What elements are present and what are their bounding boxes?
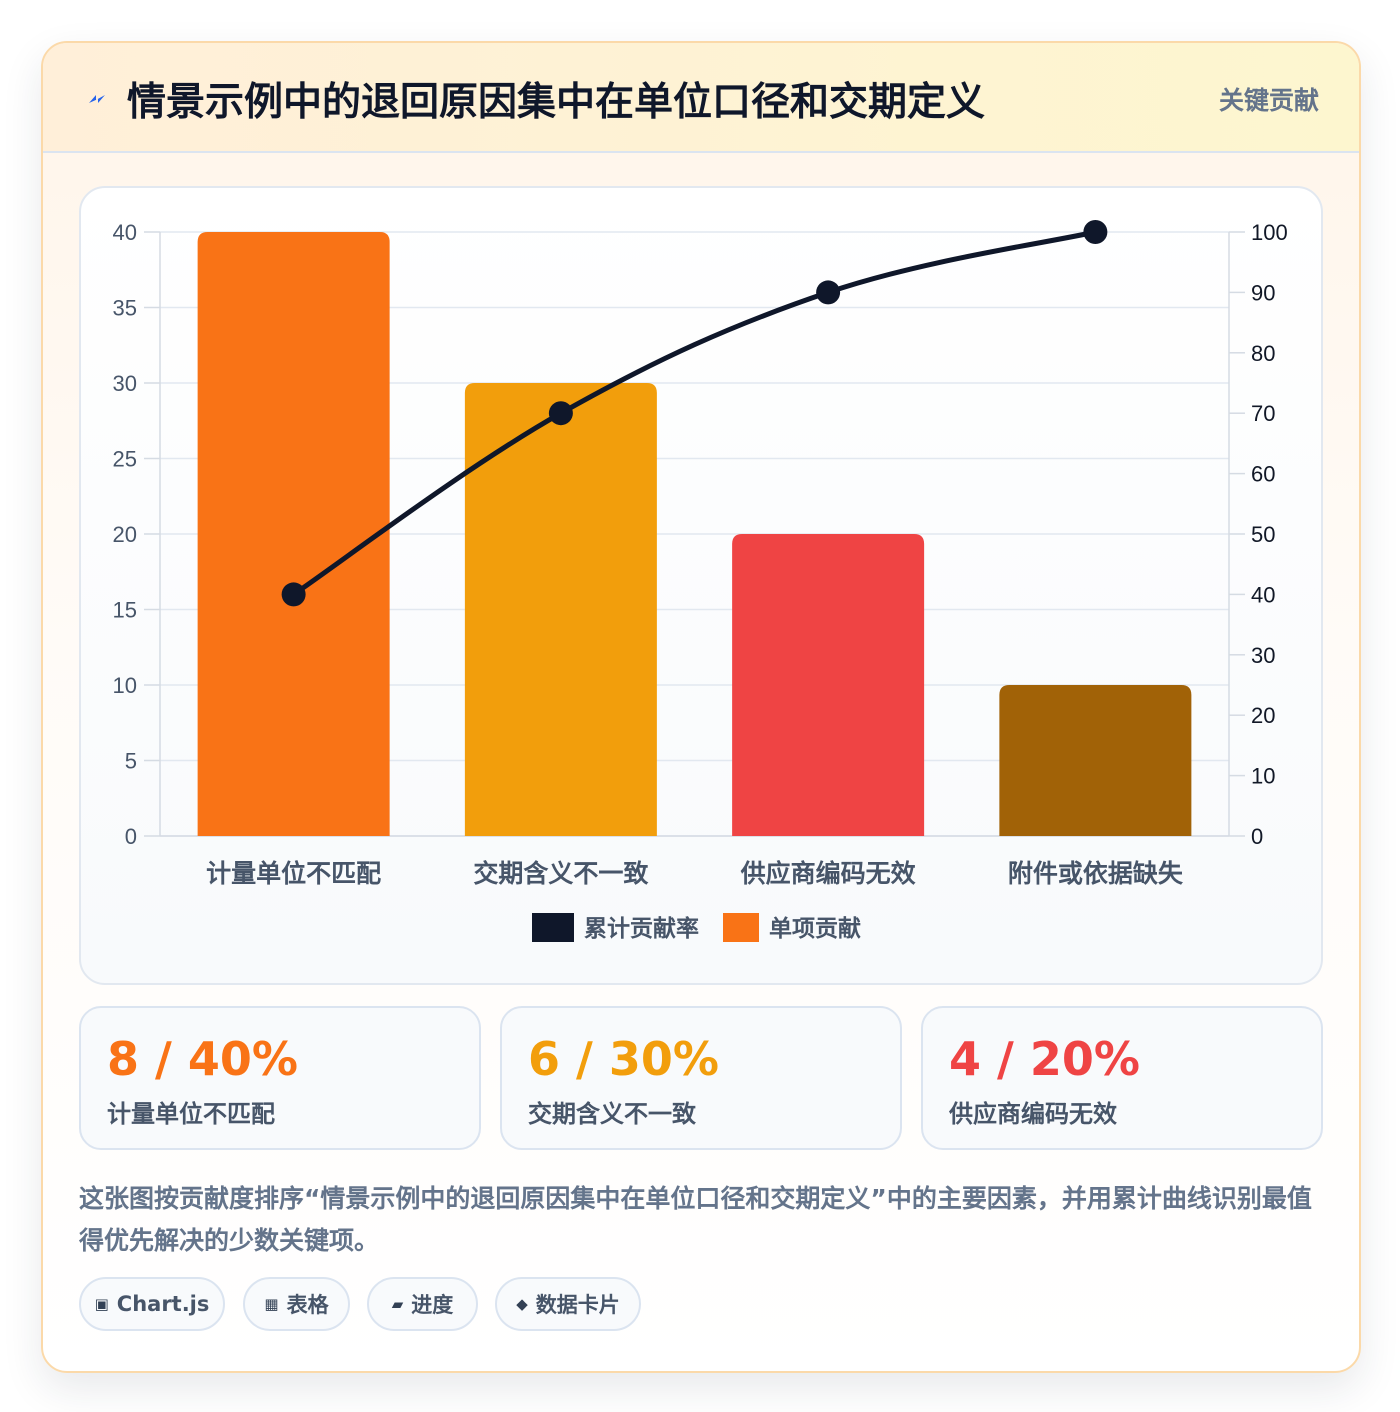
- tag-label: Chart.js: [116, 1292, 210, 1316]
- x-tick-label: 附件或依据缺失: [1008, 859, 1184, 888]
- page-title: 情景示例中的退回原因集中在单位口径和交期定义: [127, 80, 986, 125]
- stat-value: 6 / 30%: [528, 1032, 719, 1086]
- bar: [999, 685, 1192, 836]
- cumulative-line: [292, 229, 1096, 597]
- tag-table[interactable]: ▦ 表格: [243, 1277, 350, 1331]
- cumulative-point: [548, 401, 573, 426]
- x-tick-label: 供应商编码无效: [740, 859, 916, 888]
- y-left-tick-label: 0: [125, 824, 137, 849]
- y-right-tick-label: 0: [1251, 824, 1263, 849]
- x-tick-label: 计量单位不匹配: [206, 859, 381, 888]
- stat-value: 4 / 20%: [949, 1032, 1140, 1086]
- stat-label: 交期含义不一致: [528, 1100, 696, 1128]
- stat-card-3: 4 / 20% 供应商编码无效: [921, 1006, 1323, 1150]
- y-left-tick-label: 20: [113, 522, 137, 547]
- bar: [197, 232, 390, 836]
- tag-progress[interactable]: ▰ 进度: [367, 1277, 478, 1331]
- y-right-tick-label: 10: [1251, 764, 1275, 789]
- y-left-tick-label: 35: [113, 296, 137, 321]
- y-right-tick-label: 70: [1251, 401, 1275, 426]
- progress-icon: ▰: [391, 1295, 404, 1313]
- y-left-tick-label: 25: [113, 447, 137, 472]
- y-left-tick-label: 40: [113, 220, 137, 245]
- y-right-tick-label: 50: [1251, 522, 1275, 547]
- chart-description: 这张图按贡献度排序“情景示例中的退回原因集中在单位口径和交期定义”中的主要因素，…: [79, 1184, 1312, 1255]
- lightning-icon: [89, 95, 105, 103]
- y-left-tick-label: 30: [113, 371, 137, 396]
- pareto-chart: 0 5 10 15 20 25 30 35 40 0 10 20 30 40 50 60 70 80 90 100 计量…: [113, 220, 1288, 942]
- x-tick-label: 交期含义不一致: [473, 859, 649, 888]
- bar: [464, 383, 657, 836]
- tag-label: 表格: [286, 1293, 329, 1317]
- chart-icon: ▣: [94, 1295, 109, 1313]
- y-right-tick-label: 30: [1251, 643, 1275, 668]
- legend-label: 累计贡献率: [584, 915, 699, 942]
- y-right-tick-label: 90: [1251, 280, 1275, 305]
- legend-swatch: [532, 913, 574, 942]
- y-right-tick-label: 20: [1251, 703, 1275, 728]
- y-right-tick-label: 80: [1251, 341, 1275, 366]
- header-badge: 关键贡献: [1218, 86, 1319, 115]
- tag-label: 进度: [411, 1293, 454, 1317]
- stat-label: 供应商编码无效: [949, 1100, 1117, 1128]
- cumulative-point: [281, 582, 306, 607]
- chart-card: 情景示例中的退回原因集中在单位口径和交期定义 关键贡献 0 5 10 15 20 25 30…: [41, 41, 1361, 1373]
- tag-label: 数据卡片: [535, 1293, 620, 1317]
- y-right-tick-label: 40: [1251, 582, 1275, 607]
- table-icon: ▦: [264, 1295, 279, 1313]
- y-left-tick-label: 15: [113, 598, 137, 623]
- chart-panel: 0 5 10 15 20 25 30 35 40 0 10 20 30 40 50 60 70 80 90 100 计量…: [79, 186, 1323, 985]
- diamond-icon: ◆: [516, 1295, 528, 1313]
- stat-card-2: 6 / 30% 交期含义不一致: [500, 1006, 902, 1150]
- tag-chartjs[interactable]: ▣ Chart.js: [79, 1277, 225, 1331]
- stat-label: 计量单位不匹配: [107, 1100, 275, 1128]
- cumulative-point: [816, 280, 841, 305]
- stat-card-1: 8 / 40% 计量单位不匹配: [79, 1006, 481, 1150]
- y-left-tick-label: 5: [125, 749, 137, 774]
- legend-swatch: [723, 913, 759, 942]
- tag-data-card[interactable]: ◆ 数据卡片: [495, 1277, 641, 1331]
- cumulative-point: [1083, 220, 1108, 244]
- stat-value: 8 / 40%: [107, 1032, 298, 1086]
- y-left-tick-label: 10: [113, 673, 137, 698]
- legend-label: 单项贡献: [769, 916, 861, 942]
- y-right-tick-label: 100: [1251, 220, 1288, 245]
- y-right-tick-label: 60: [1251, 462, 1275, 487]
- bar: [732, 534, 925, 836]
- card-header: 情景示例中的退回原因集中在单位口径和交期定义 关键贡献: [43, 43, 1359, 153]
